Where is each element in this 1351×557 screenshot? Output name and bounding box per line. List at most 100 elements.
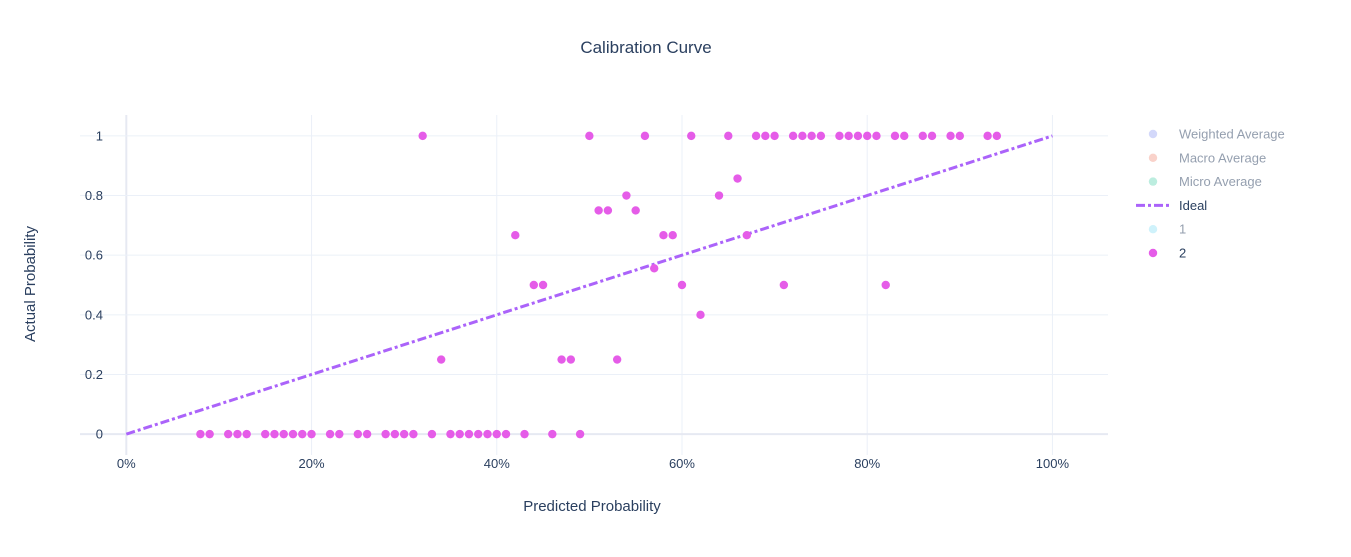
data-point[interactable] [927, 131, 937, 141]
y-tick-label: 0 [96, 427, 103, 442]
data-point[interactable] [566, 355, 576, 364]
data-point[interactable] [798, 131, 807, 141]
data-point[interactable] [381, 429, 390, 439]
data-point[interactable] [261, 429, 270, 439]
legend-item[interactable]: Micro Average [1148, 174, 1262, 189]
data-point[interactable] [890, 131, 900, 141]
data-point[interactable] [631, 206, 640, 215]
data-point[interactable] [418, 131, 427, 141]
data-point[interactable] [640, 131, 650, 141]
data-point[interactable] [603, 206, 613, 215]
data-point[interactable] [733, 174, 742, 183]
data-point[interactable] [464, 429, 474, 439]
data-point[interactable] [881, 280, 890, 290]
data-point[interactable] [511, 230, 520, 240]
data-point[interactable] [696, 310, 705, 320]
legend-label: 2 [1179, 246, 1186, 261]
y-tick-label: 0.6 [85, 248, 103, 263]
data-point[interactable] [520, 429, 529, 439]
data-point[interactable] [677, 280, 687, 290]
data-point[interactable] [844, 131, 853, 141]
data-point[interactable] [649, 264, 659, 273]
data-point[interactable] [788, 131, 798, 141]
ideal-line-layer [125, 134, 1053, 436]
points-layer [196, 131, 1002, 439]
data-point[interactable] [548, 429, 557, 439]
data-point[interactable] [446, 429, 455, 439]
data-point[interactable] [983, 131, 992, 141]
data-point[interactable] [955, 131, 965, 141]
legend-item[interactable]: 2 [1148, 246, 1186, 261]
data-point[interactable] [270, 429, 279, 439]
data-point[interactable] [196, 429, 205, 439]
data-point[interactable] [724, 131, 733, 141]
data-point[interactable] [279, 429, 288, 439]
data-point[interactable] [853, 131, 863, 141]
x-axis-ticks: 0% 20% 40% 60% 80% 100% [117, 456, 1070, 471]
data-point[interactable] [242, 429, 251, 439]
data-point[interactable] [409, 429, 418, 439]
data-point[interactable] [353, 429, 363, 439]
ideal-line [125, 134, 1053, 436]
data-point[interactable] [807, 131, 816, 141]
data-point[interactable] [668, 230, 677, 240]
data-point[interactable] [205, 429, 214, 439]
chart-title: Calibration Curve [580, 38, 711, 57]
legend-item[interactable]: 1 [1148, 222, 1186, 237]
data-point[interactable] [872, 131, 881, 141]
legend-marker-swatch [1148, 153, 1158, 162]
data-point[interactable] [474, 429, 483, 439]
data-point[interactable] [742, 230, 752, 240]
data-point[interactable] [436, 355, 446, 364]
data-point[interactable] [529, 280, 539, 290]
data-point[interactable] [761, 131, 770, 141]
data-point[interactable] [390, 429, 400, 439]
data-point[interactable] [298, 429, 307, 439]
legend-item[interactable]: Macro Average [1148, 150, 1266, 165]
data-point[interactable] [223, 429, 233, 439]
data-point[interactable] [492, 429, 501, 439]
data-point[interactable] [751, 131, 761, 141]
y-tick-label: 0.4 [85, 307, 103, 322]
legend-item[interactable]: Ideal [1136, 198, 1207, 213]
x-tick-label: 20% [299, 456, 325, 471]
data-point[interactable] [770, 131, 779, 141]
data-point[interactable] [557, 355, 566, 364]
legend-marker-swatch [1148, 177, 1158, 186]
data-point[interactable] [427, 429, 437, 439]
data-point[interactable] [483, 429, 492, 439]
data-point[interactable] [585, 131, 594, 141]
data-point[interactable] [835, 131, 844, 141]
data-point[interactable] [714, 191, 724, 200]
data-point[interactable] [918, 131, 927, 141]
data-point[interactable] [335, 429, 344, 439]
data-point[interactable] [233, 429, 242, 439]
data-point[interactable] [501, 429, 511, 439]
legend-marker-swatch [1148, 248, 1158, 258]
data-point[interactable] [863, 131, 872, 141]
data-point[interactable] [288, 429, 298, 439]
data-point[interactable] [779, 280, 789, 290]
legend: Weighted Average Macro Average Micro Avera… [1136, 127, 1285, 261]
x-tick-label: 80% [854, 456, 880, 471]
y-tick-label: 0.2 [85, 367, 103, 382]
data-point[interactable] [816, 131, 826, 141]
data-point[interactable] [659, 230, 668, 240]
data-point[interactable] [622, 191, 631, 200]
data-point[interactable] [594, 206, 603, 215]
y-axis-ticks: 0 0.2 0.4 0.6 0.8 1 [85, 128, 103, 441]
data-point[interactable] [612, 355, 622, 364]
data-point[interactable] [325, 429, 335, 439]
data-point[interactable] [900, 131, 909, 141]
data-point[interactable] [687, 131, 696, 141]
data-point[interactable] [455, 429, 464, 439]
data-point[interactable] [992, 131, 1002, 141]
data-point[interactable] [307, 429, 316, 439]
data-point[interactable] [946, 131, 955, 141]
data-point[interactable] [399, 429, 409, 439]
data-point[interactable] [362, 429, 372, 439]
data-point[interactable] [538, 280, 548, 290]
legend-item[interactable]: Weighted Average [1148, 127, 1285, 142]
data-point[interactable] [575, 429, 585, 439]
